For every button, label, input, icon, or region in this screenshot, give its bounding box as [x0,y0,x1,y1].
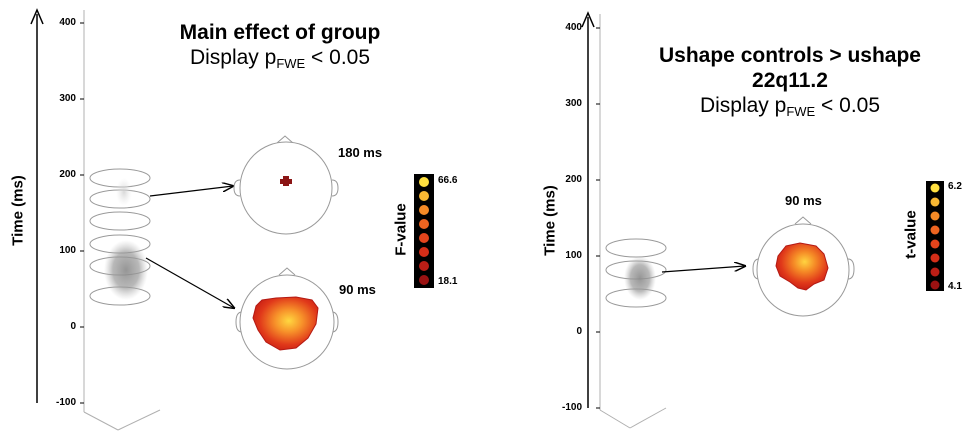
left-arrow-90 [145,257,234,308]
right-colorbar-max: 6.2 [948,181,962,192]
right-tick-0: 0 [576,326,582,337]
right-time-axis [581,11,667,429]
left-time-axis [30,8,161,431]
left-tick-100: 100 [59,245,76,256]
right-tick-300: 300 [565,98,582,109]
left-colorbar [414,174,434,288]
left-tick-0: 0 [70,321,76,332]
right-tick-100: 100 [565,250,582,261]
right-title-block: Ushape controls > ushape 22q11.2 Display… [620,43,960,124]
left-activation-blob [104,240,148,300]
left-tick-300: 300 [59,93,76,104]
left-colorbar-min: 18.1 [438,276,458,287]
right-title: Ushape controls > ushape 22q11.2 [659,44,921,92]
left-colorbar-label: F-value [392,203,410,256]
right-tick-200: 200 [565,174,582,185]
right-colorbar-min: 4.1 [948,281,962,292]
left-arrow-180 [149,186,233,197]
scalp-map-90ms-right [752,216,855,317]
right-axis-label: Time (ms) [541,185,559,256]
right-tick-neg100: -100 [561,402,582,413]
right-tick-400: 400 [565,22,582,33]
right-arrow-90 [661,266,745,273]
left-time-90: 90 ms [339,282,376,297]
left-colorbar-max: 66.6 [438,175,458,186]
scalp-map-180ms [233,135,339,235]
left-faint-blob [116,178,132,206]
left-subtitle: Display pFWE < 0.05 [189,46,371,71]
left-title: Main effect of group [179,21,381,44]
left-time-180: 180 ms [338,145,383,160]
left-tick-200: 200 [59,169,76,180]
left-title-block: Main effect of group Display pFWE < 0.05 [160,20,400,76]
right-colorbar [926,181,944,291]
scalp-map-90ms-left [235,267,339,370]
left-axis-label: Time (ms) [9,175,27,246]
left-tick-neg100: -100 [55,397,76,408]
right-subtitle: Display pFWE < 0.05 [699,94,881,119]
left-tick-400: 400 [59,17,76,28]
right-colorbar-label: t-value [902,210,920,259]
right-time-90: 90 ms [785,193,822,208]
right-activation-blob [624,256,656,300]
